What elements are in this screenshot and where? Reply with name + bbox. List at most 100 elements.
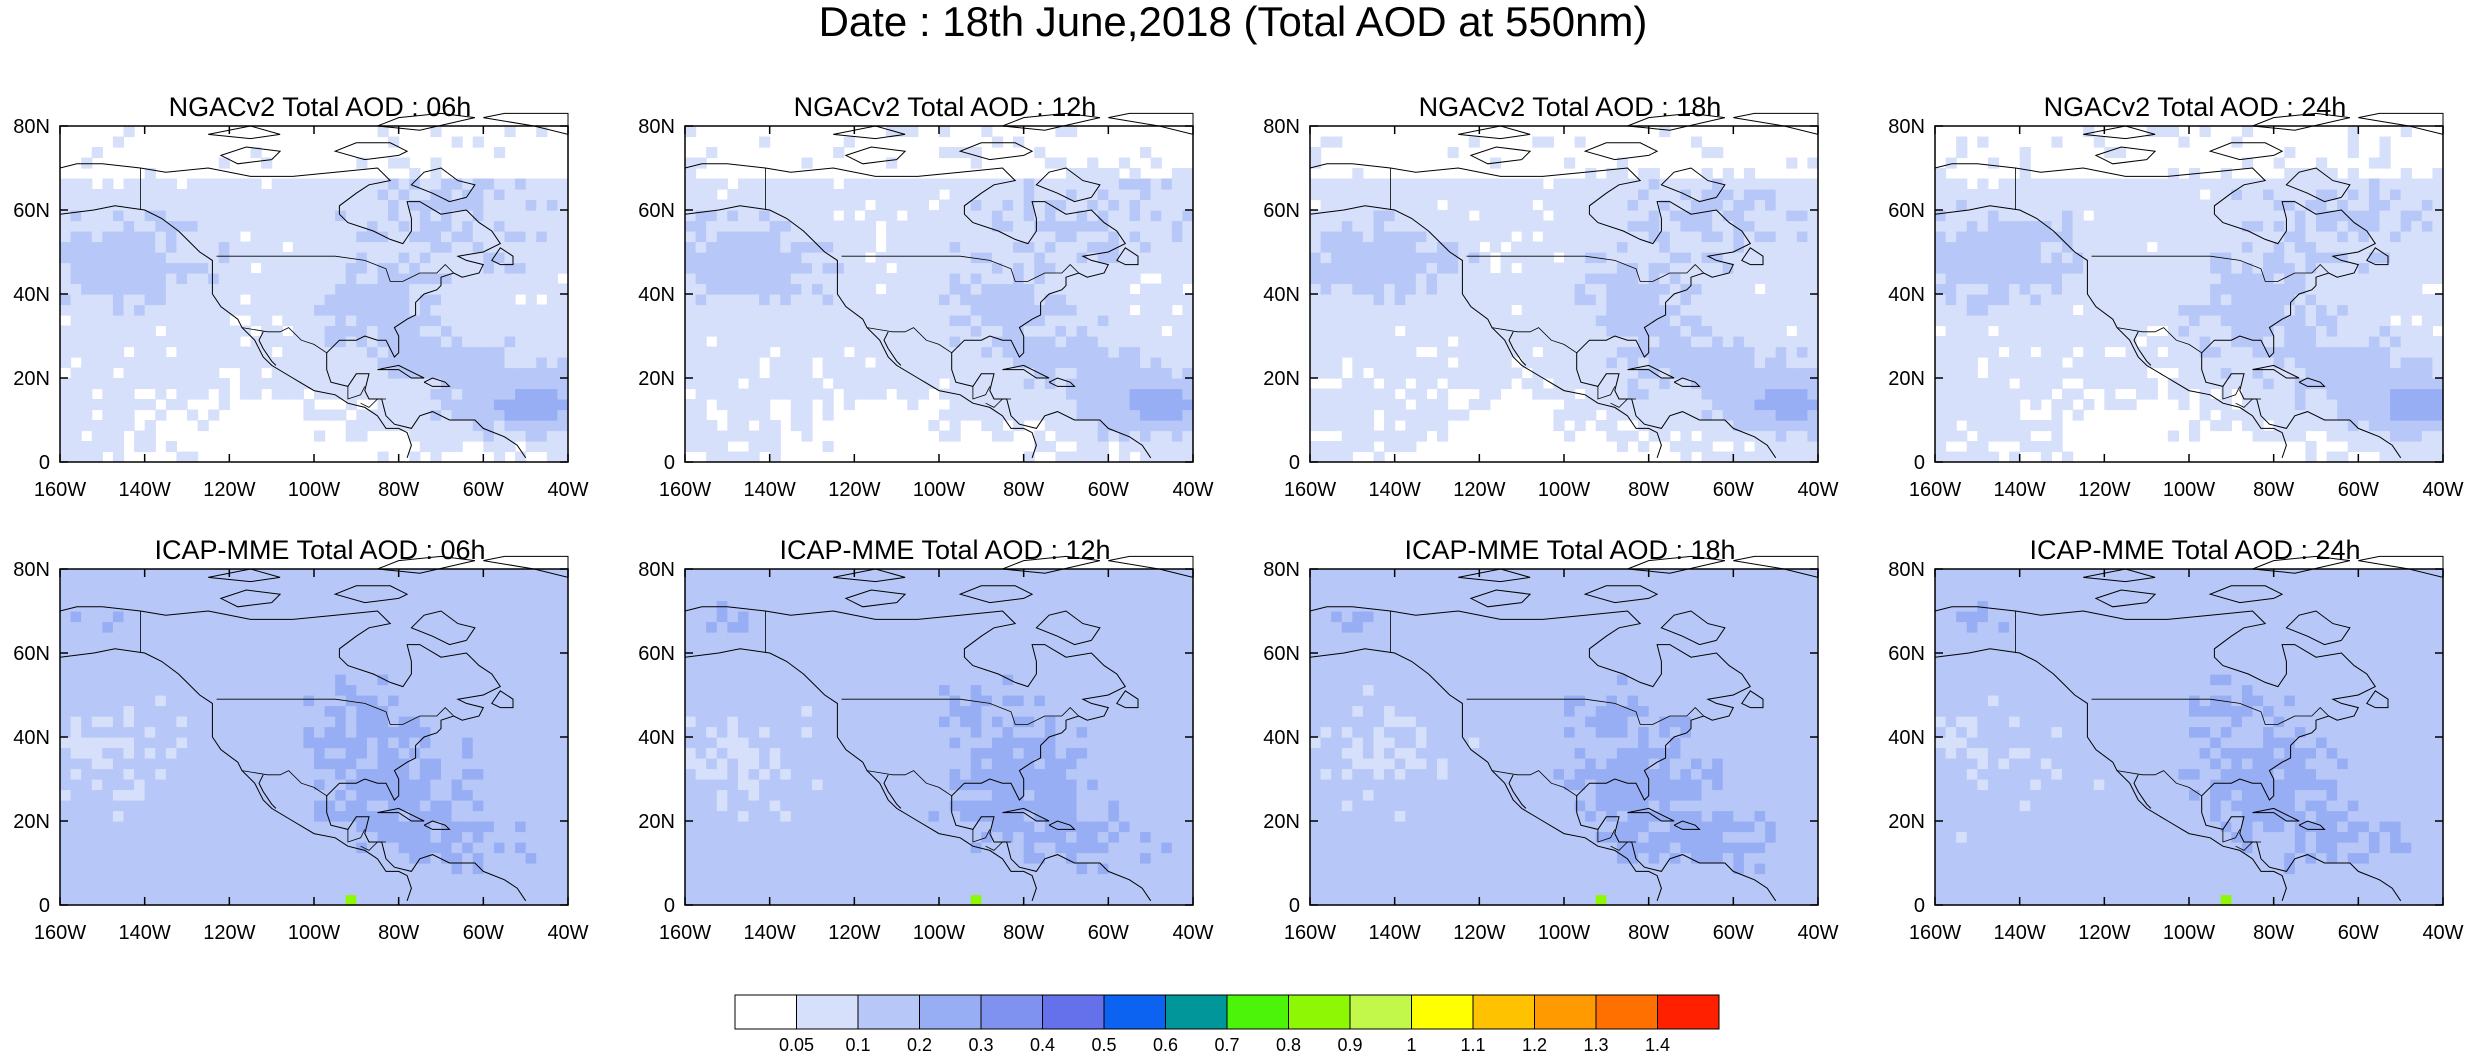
heatmap-cell (1151, 179, 1162, 190)
heatmap-cell (1680, 368, 1691, 379)
heatmap-cell (1045, 315, 1056, 326)
heatmap-cell (1395, 189, 1406, 200)
heatmap-cell (1999, 368, 2010, 379)
heatmap-cell (2369, 420, 2380, 431)
heatmap-cell (71, 347, 82, 358)
heatmap-cell (81, 420, 92, 431)
heatmap-cell (897, 305, 908, 316)
heatmap-cell (1140, 399, 1151, 410)
heatmap-cell (1384, 315, 1395, 326)
heatmap-cell (557, 305, 568, 316)
heatmap-cell (557, 189, 568, 200)
heatmap-cell (2126, 326, 2137, 337)
heatmap-cell (2390, 420, 2401, 431)
heatmap-cell (557, 336, 568, 347)
heatmap-cell (1077, 347, 1088, 358)
heatmap-cell (1659, 252, 1670, 263)
heatmap-cell (2094, 315, 2105, 326)
heatmap-cell (706, 284, 717, 295)
heatmap-cell (1490, 347, 1501, 358)
heatmap-cell (833, 263, 844, 274)
heatmap-cell (536, 357, 547, 368)
heatmap-cell (388, 158, 399, 169)
heatmap-cell (1003, 252, 1014, 263)
heatmap-cell (2009, 179, 2020, 190)
heatmap-cell (473, 431, 484, 442)
heatmap-cell (1352, 378, 1363, 389)
heatmap-cell (2157, 189, 2168, 200)
heatmap-cell (1013, 263, 1024, 274)
heatmap-cell (1755, 273, 1766, 284)
x-tick-label: 160W (659, 479, 711, 501)
heatmap-cell (526, 305, 537, 316)
heatmap-cell (1172, 452, 1183, 463)
heatmap-cell (1003, 179, 1014, 190)
heatmap-cell (60, 769, 71, 780)
heatmap-cell (2305, 357, 2316, 368)
heatmap-cell (1935, 315, 1946, 326)
heatmap-cell (2348, 168, 2359, 179)
heatmap-cell (876, 326, 887, 337)
heatmap-cell (557, 231, 568, 242)
heatmap-cell (145, 368, 156, 379)
heatmap-cell (1448, 410, 1459, 421)
heatmap-cell (557, 347, 568, 358)
heatmap-cell (2009, 315, 2020, 326)
heatmap-cell (1172, 326, 1183, 337)
heatmap-cell (1988, 389, 1999, 400)
heatmap-cell (918, 294, 929, 305)
heatmap-cell (928, 357, 939, 368)
heatmap-cell (1024, 252, 1035, 263)
heatmap-cell (536, 263, 547, 274)
heatmap-cell (1119, 273, 1130, 284)
heatmap-cell (441, 368, 452, 379)
heatmap-cell (282, 179, 293, 190)
heatmap-cell (430, 158, 441, 169)
heatmap-cell (2380, 420, 2391, 431)
heatmap-cell (430, 399, 441, 410)
heatmap-cell (430, 294, 441, 305)
heatmap-cell (1395, 273, 1406, 284)
heatmap-cell (1564, 378, 1575, 389)
heatmap-cell (1765, 200, 1776, 211)
heatmap-cell (2221, 368, 2232, 379)
heatmap-cell (833, 231, 844, 242)
heatmap-cell (1161, 294, 1172, 305)
heatmap-cell (2305, 452, 2316, 463)
heatmap-cell (2210, 221, 2221, 232)
heatmap-cell (1691, 347, 1702, 358)
heatmap-cell (738, 389, 749, 400)
heatmap-cell (1702, 389, 1713, 400)
heatmap-cell (1967, 210, 1978, 221)
heatmap-cell (494, 326, 505, 337)
heatmap-cell (378, 210, 389, 221)
heatmap-cell (420, 252, 431, 263)
heatmap-cell (1807, 231, 1818, 242)
heatmap-cell (60, 664, 71, 675)
heatmap-cell (1956, 252, 1967, 263)
heatmap-cell (1543, 200, 1554, 211)
heatmap-cell (2189, 326, 2200, 337)
x-tick-label: 140W (1994, 479, 2046, 501)
heatmap-cell (1807, 347, 1818, 358)
heatmap-cell (378, 452, 389, 463)
heatmap-cell (2147, 315, 2158, 326)
heatmap-cell (897, 189, 908, 200)
heatmap-cell (1405, 357, 1416, 368)
heatmap-cell (1151, 378, 1162, 389)
heatmap-cell (971, 210, 982, 221)
heatmap-cell (1733, 347, 1744, 358)
heatmap-cell (1331, 200, 1342, 211)
heatmap-cell (2200, 231, 2211, 242)
heatmap-cell (1479, 273, 1490, 284)
heatmap-cell (261, 158, 272, 169)
heatmap-cell (1522, 284, 1533, 295)
heatmap-cell (1670, 210, 1681, 221)
heatmap-cell (60, 853, 71, 864)
heatmap-cell (229, 242, 240, 253)
heatmap-cell (1469, 189, 1480, 200)
heatmap-cell (2390, 252, 2401, 263)
heatmap-cell (1807, 284, 1818, 295)
heatmap-cell (1946, 158, 1957, 169)
heatmap-cell (1765, 378, 1776, 389)
